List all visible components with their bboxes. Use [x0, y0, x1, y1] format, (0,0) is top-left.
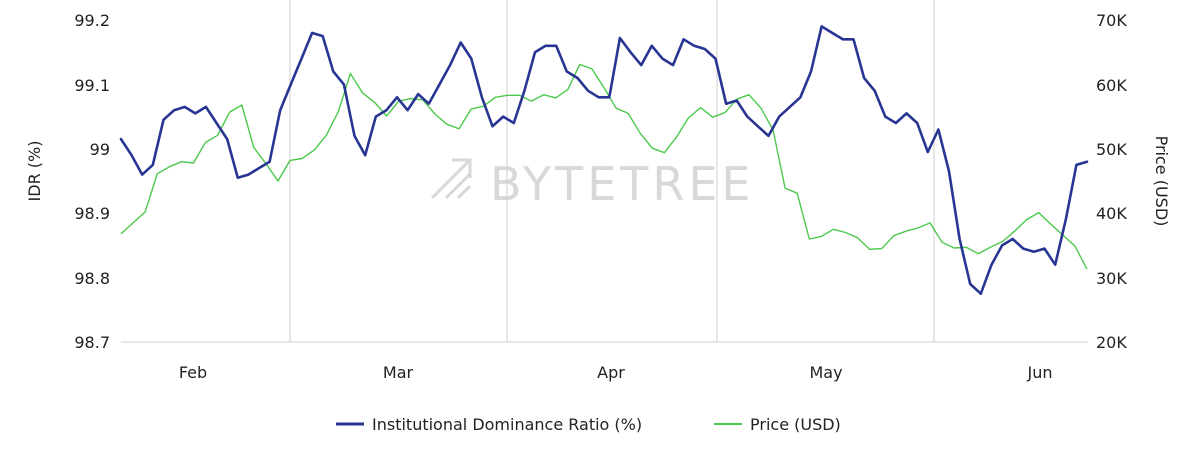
right-y-tick-label: 30K [1096, 269, 1127, 288]
left-y-tick-label: 98.8 [74, 269, 110, 288]
left-y-tick-label: 99.2 [74, 11, 110, 30]
right-y-axis-title: Price (USD) [1152, 136, 1171, 227]
legend: Institutional Dominance Ratio (%) Price … [336, 415, 841, 434]
series-line-price [120, 63, 1088, 270]
right-y-tick-label: 20K [1096, 333, 1127, 352]
left-y-tick-label: 98.7 [74, 333, 110, 352]
legend-label-idr: Institutional Dominance Ratio (%) [372, 415, 642, 434]
watermark-text: BYTETREE [490, 157, 755, 211]
left-y-tick-label: 99.1 [74, 76, 110, 95]
left-y-axis-title: IDR (%) [25, 141, 44, 202]
x-axis-ticks: Feb Mar Apr May Jun [179, 363, 1053, 382]
plot-area [119, 25, 1089, 296]
legend-item-idr[interactable]: Institutional Dominance Ratio (%) [336, 415, 642, 434]
right-y-tick-label: 50K [1096, 140, 1127, 159]
left-y-tick-label: 99 [90, 140, 110, 159]
x-tick-label: Feb [179, 363, 207, 382]
watermark: BYTETREE [430, 157, 755, 211]
right-y-axis-ticks: 70K 60K 50K 40K 30K 20K [1096, 11, 1127, 352]
watermark-logo-icon [430, 158, 472, 200]
x-tick-label: May [809, 363, 842, 382]
series-line-idr [119, 25, 1089, 296]
right-y-tick-label: 70K [1096, 11, 1127, 30]
legend-label-price: Price (USD) [750, 415, 841, 434]
x-tick-label: Apr [597, 363, 625, 382]
right-y-tick-label: 60K [1096, 76, 1127, 95]
vertical-gridlines [289, 0, 935, 342]
x-tick-label: Jun [1027, 363, 1053, 382]
left-y-axis-ticks: 99.2 99.1 99 98.9 98.8 98.7 [74, 11, 110, 352]
x-tick-label: Mar [383, 363, 414, 382]
legend-item-price[interactable]: Price (USD) [714, 415, 841, 434]
left-y-tick-label: 98.9 [74, 204, 110, 223]
right-y-tick-label: 40K [1096, 204, 1127, 223]
